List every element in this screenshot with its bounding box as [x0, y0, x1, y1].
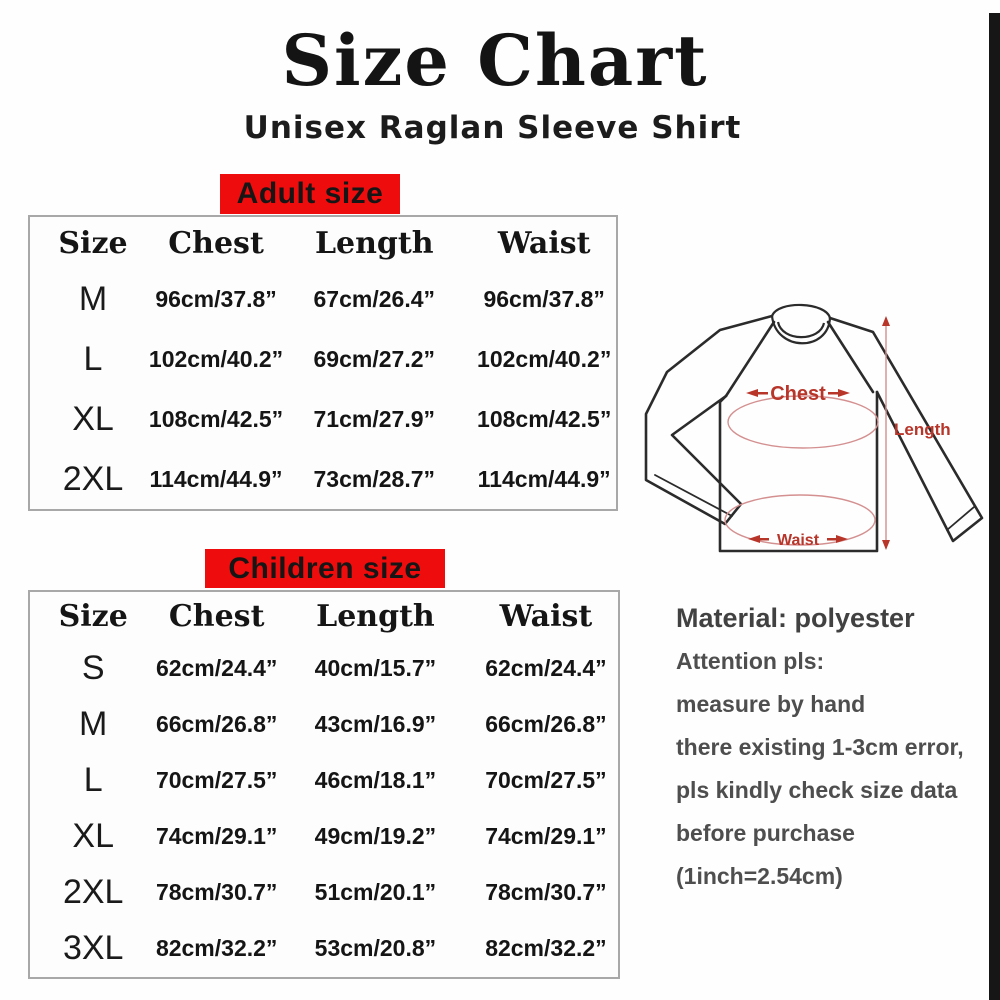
measure-ellipses	[724, 318, 887, 548]
adult-row-size: M	[78, 279, 108, 318]
children-row-cell: 51cm/20.1”	[314, 879, 437, 906]
adult-row-size: L	[83, 339, 103, 378]
children-row-cell: 40cm/15.7”	[314, 654, 437, 681]
children-row-cell: 78cm/30.7”	[155, 879, 278, 906]
children-row-cell: 70cm/27.5”	[155, 766, 278, 793]
chest-ellipse	[727, 395, 879, 449]
adult-size-label: Adult size	[220, 174, 400, 214]
children-row-cell: 74cm/29.1”	[155, 823, 278, 850]
children-size-table: Size Chest Length Waist S 62cm/24.4” 40c…	[28, 590, 620, 979]
children-row-size: 2XL	[62, 873, 124, 912]
children-header-chest: Chest	[168, 598, 265, 634]
children-row-cell: 78cm/30.7”	[485, 879, 607, 906]
waist-label: Waist	[777, 532, 820, 549]
adult-row-cell: 73cm/28.7”	[313, 465, 435, 492]
children-row-size: L	[83, 760, 103, 799]
children-row-cell: 62cm/24.4”	[485, 654, 607, 681]
children-row-size: M	[79, 704, 108, 743]
adult-row-size: XL	[72, 399, 114, 438]
adult-size-table: Size Chest Length Waist M 96cm/37.8” 67c…	[28, 215, 618, 511]
measure-labels: Chest Waist Length	[770, 383, 950, 549]
note-line: there existing 1-3cm error,	[676, 734, 964, 760]
children-row-size: XL	[72, 817, 114, 856]
adult-row-cell: 96cm/37.8”	[483, 285, 605, 312]
note-line: before purchase	[676, 820, 855, 846]
note-line: Attention pls:	[676, 648, 825, 674]
adult-header-size: Size	[58, 225, 128, 261]
children-row-cell: 62cm/24.4”	[155, 654, 278, 681]
adult-row-cell: 69cm/27.2”	[313, 345, 435, 372]
children-row-cell: 46cm/18.1”	[314, 766, 437, 793]
measure-arrows	[746, 316, 890, 550]
material-note: Material: polyester	[676, 603, 915, 633]
adult-row-cell: 71cm/27.9”	[313, 405, 435, 432]
children-row-cell: 66cm/26.8”	[485, 710, 607, 737]
adult-header-waist: Waist	[497, 225, 591, 261]
children-header-length: Length	[316, 598, 435, 634]
children-row-cell: 66cm/26.8”	[155, 710, 278, 737]
children-row-cell: 74cm/29.1”	[485, 823, 607, 850]
waist-ellipse	[724, 494, 876, 546]
adult-row-cell: 108cm/42.5”	[477, 405, 612, 432]
adult-header-chest: Chest	[168, 225, 264, 261]
chest-label: Chest	[770, 383, 826, 405]
adult-row-cell: 67cm/26.4”	[313, 285, 435, 312]
children-row-cell: 49cm/19.2”	[314, 823, 437, 850]
children-size-label: Children size	[205, 549, 445, 588]
adult-row-cell: 102cm/40.2”	[477, 345, 612, 372]
adult-row-cell: 114cm/44.9”	[149, 465, 283, 492]
adult-row-cell: 96cm/37.8”	[155, 285, 277, 312]
shirt-measurement-diagram: Chest Waist Length	[644, 303, 984, 553]
note-line: measure by hand	[676, 691, 866, 717]
children-row-cell: 70cm/27.5”	[485, 766, 607, 793]
product-notes: Material: polyester Attention pls: measu…	[676, 597, 988, 898]
note-line: (1inch=2.54cm)	[676, 863, 843, 889]
adult-header-length: Length	[314, 225, 434, 261]
children-row-size: 3XL	[62, 929, 124, 968]
right-edge-strip	[989, 13, 1000, 1000]
children-row-cell: 53cm/20.8”	[314, 935, 437, 962]
adult-row-cell: 102cm/40.2”	[148, 345, 284, 372]
length-label: Length	[894, 420, 951, 439]
page-subtitle: Unisex Raglan Sleeve Shirt	[243, 110, 742, 146]
adult-row-cell: 108cm/42.5”	[148, 405, 284, 432]
note-line: pls kindly check size data	[676, 777, 958, 803]
children-row-cell: 82cm/32.2”	[155, 935, 278, 962]
children-header-size: Size	[58, 598, 128, 634]
children-row-cell: 43cm/16.9”	[314, 710, 437, 737]
children-row-cell: 82cm/32.2”	[485, 935, 607, 962]
children-row-size: S	[81, 648, 105, 687]
adult-row-cell: 114cm/44.9”	[477, 465, 611, 492]
page-title: Size Chart	[281, 19, 709, 102]
collar	[770, 303, 832, 345]
shirt-outline	[644, 314, 984, 553]
children-header-waist: Waist	[499, 598, 593, 634]
adult-row-size: 2XL	[62, 459, 124, 498]
